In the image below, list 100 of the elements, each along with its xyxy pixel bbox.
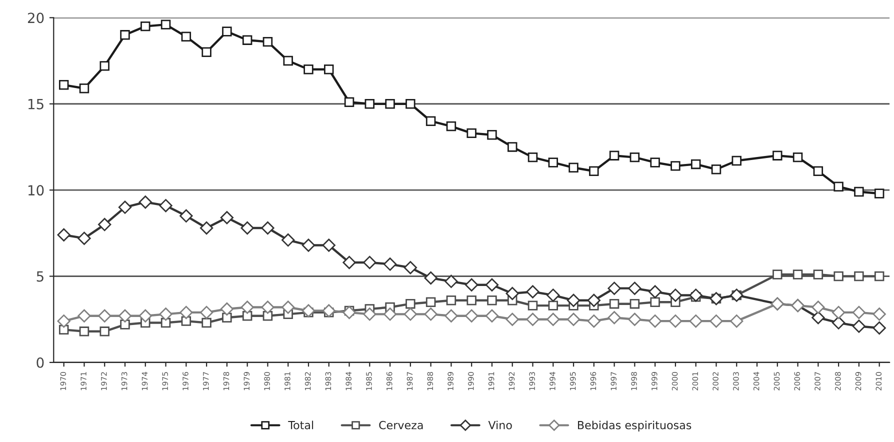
point xyxy=(302,238,316,252)
point xyxy=(711,164,722,174)
point xyxy=(446,296,456,306)
legend-label: Total xyxy=(288,420,314,430)
point xyxy=(854,271,864,282)
point xyxy=(181,316,192,326)
point xyxy=(630,298,640,309)
point xyxy=(444,274,458,288)
point xyxy=(100,326,110,336)
point xyxy=(118,309,132,322)
point xyxy=(202,318,212,328)
y-tick-label: 5 xyxy=(36,271,44,282)
point xyxy=(872,308,886,321)
point xyxy=(609,298,620,309)
point xyxy=(322,304,336,318)
point xyxy=(568,162,578,173)
point xyxy=(874,271,884,282)
point xyxy=(852,306,866,320)
point xyxy=(406,298,416,309)
point xyxy=(546,288,560,302)
point xyxy=(261,300,274,314)
point xyxy=(508,142,518,152)
point xyxy=(689,288,702,302)
legend-label: Vino xyxy=(488,420,512,430)
point xyxy=(57,228,70,242)
point xyxy=(485,309,499,322)
point xyxy=(426,297,436,307)
point xyxy=(587,314,600,328)
point xyxy=(528,152,538,162)
point xyxy=(813,166,824,176)
point xyxy=(302,304,316,318)
point xyxy=(344,97,354,108)
point xyxy=(670,161,680,171)
point xyxy=(180,306,193,320)
point xyxy=(566,312,580,326)
point xyxy=(283,56,293,66)
point xyxy=(404,308,418,321)
point xyxy=(383,308,397,321)
y-tick-label: 0 xyxy=(36,357,44,368)
point xyxy=(812,300,825,314)
point xyxy=(668,314,682,328)
point xyxy=(261,221,274,235)
point xyxy=(322,238,336,252)
point xyxy=(668,288,682,302)
point xyxy=(526,285,540,298)
point xyxy=(78,309,91,322)
legend-label: Bebidas espirituosas xyxy=(578,420,692,432)
y-tick-label: 15 xyxy=(28,99,44,110)
point xyxy=(628,312,642,326)
point xyxy=(872,321,886,335)
point xyxy=(487,130,497,140)
point xyxy=(589,166,599,176)
point xyxy=(648,314,662,328)
point xyxy=(138,196,152,209)
point xyxy=(628,282,642,295)
point xyxy=(363,308,376,321)
point xyxy=(854,186,864,197)
point xyxy=(383,258,397,271)
point xyxy=(57,314,70,328)
point xyxy=(180,209,193,223)
point xyxy=(689,314,702,328)
point xyxy=(834,271,844,282)
point xyxy=(424,271,438,285)
point xyxy=(648,285,662,298)
y-tick-label: 20 xyxy=(28,12,44,24)
point xyxy=(363,256,376,270)
legend-label: Cerveza xyxy=(379,420,423,430)
point xyxy=(487,296,497,306)
point xyxy=(404,261,418,274)
point xyxy=(526,312,540,326)
point xyxy=(159,308,172,321)
point xyxy=(220,302,234,316)
point xyxy=(772,270,782,280)
point xyxy=(566,294,580,307)
point xyxy=(79,83,90,94)
point xyxy=(304,64,314,74)
point xyxy=(138,309,152,322)
point xyxy=(528,300,538,310)
point xyxy=(262,36,273,47)
point xyxy=(650,158,660,168)
point xyxy=(690,159,701,170)
point xyxy=(282,233,295,247)
point xyxy=(832,316,846,330)
point xyxy=(506,312,519,326)
point xyxy=(160,20,171,30)
point xyxy=(98,309,112,322)
point xyxy=(385,99,395,109)
point xyxy=(608,311,621,324)
point xyxy=(548,300,558,310)
point xyxy=(464,309,478,322)
point xyxy=(118,200,132,214)
point xyxy=(98,218,112,232)
point xyxy=(446,121,456,132)
point xyxy=(200,221,214,235)
point xyxy=(222,26,232,36)
point xyxy=(852,320,866,333)
point xyxy=(424,308,438,321)
point xyxy=(650,297,660,307)
point xyxy=(485,278,499,292)
point xyxy=(426,116,436,126)
